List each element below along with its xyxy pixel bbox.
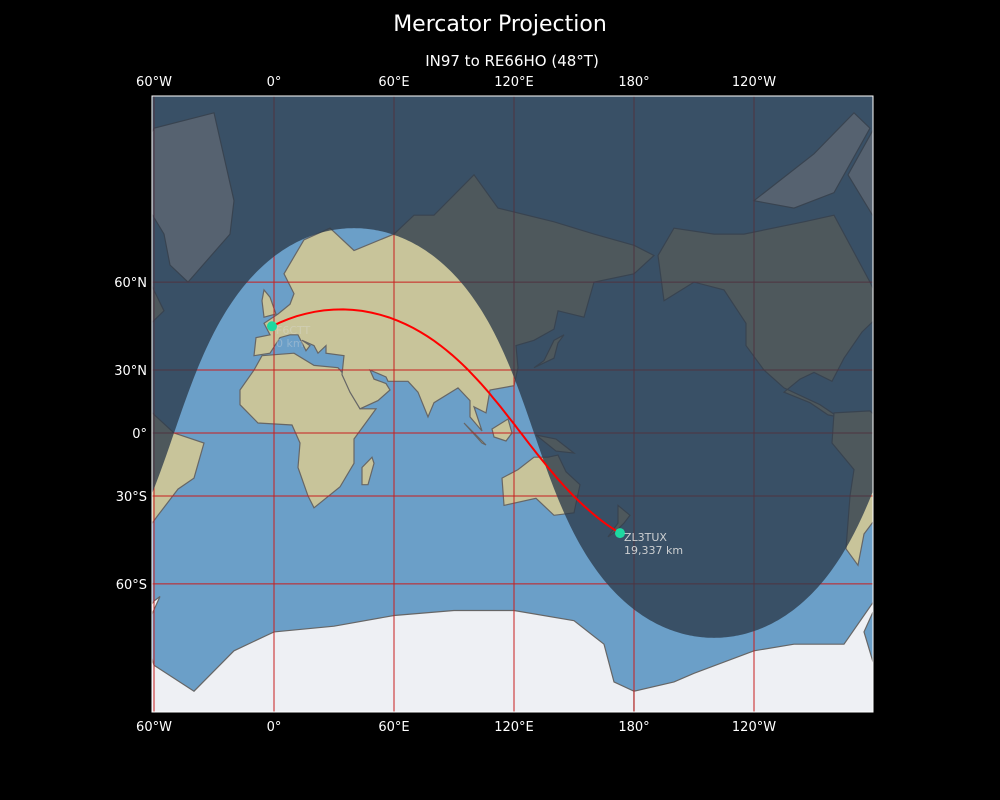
madagascar — [361, 456, 375, 486]
x-tick-label: 180° — [618, 75, 649, 90]
great-circle-path — [271, 308, 621, 535]
x-tick-label: 120°E — [494, 720, 534, 735]
y-tick-label: 30°N — [114, 364, 147, 379]
eurasia — [974, 175, 1000, 431]
station-marker — [615, 528, 625, 539]
canadian-arctic — [34, 113, 150, 208]
station-marker — [267, 321, 277, 332]
north-america — [152, 284, 165, 324]
x-tick-label: 120°E — [494, 75, 534, 90]
y-tick-label: 0° — [132, 427, 147, 442]
x-tick-label: 0° — [267, 720, 282, 735]
figure-title: Mercator Projection — [393, 12, 607, 37]
station-callsign: F6CTT — [276, 324, 311, 337]
y-tick-label: 60°S — [116, 578, 147, 593]
map-subtitle: IN97 to RE66HO (48°T) — [425, 52, 599, 70]
x-tick-label: 60°W — [136, 720, 172, 735]
axis-ticks: 60°W 60°W 0° 0° 60°E 60°E 120°E 120°E 180° 180° 12… — [114, 75, 776, 735]
africa — [960, 353, 1000, 508]
x-tick-label: 120°W — [732, 75, 776, 90]
station-distance: 0 km — [276, 337, 304, 350]
station-distance: 19,337 km — [624, 544, 683, 557]
y-tick-label: 30°S — [116, 490, 147, 505]
map-frame — [151, 95, 874, 713]
x-tick-label: 180° — [618, 720, 649, 735]
y-tick-label: 60°N — [114, 276, 147, 291]
night-shadow — [152, 96, 873, 638]
x-tick-label: 60°W — [136, 75, 172, 90]
x-tick-label: 0° — [267, 75, 282, 90]
x-tick-label: 60°E — [378, 720, 409, 735]
station-callsign: ZL3TUX — [624, 531, 667, 544]
britain — [982, 290, 996, 317]
x-tick-label: 120°W — [732, 720, 776, 735]
borneo — [491, 418, 513, 442]
x-tick-label: 60°E — [378, 75, 409, 90]
